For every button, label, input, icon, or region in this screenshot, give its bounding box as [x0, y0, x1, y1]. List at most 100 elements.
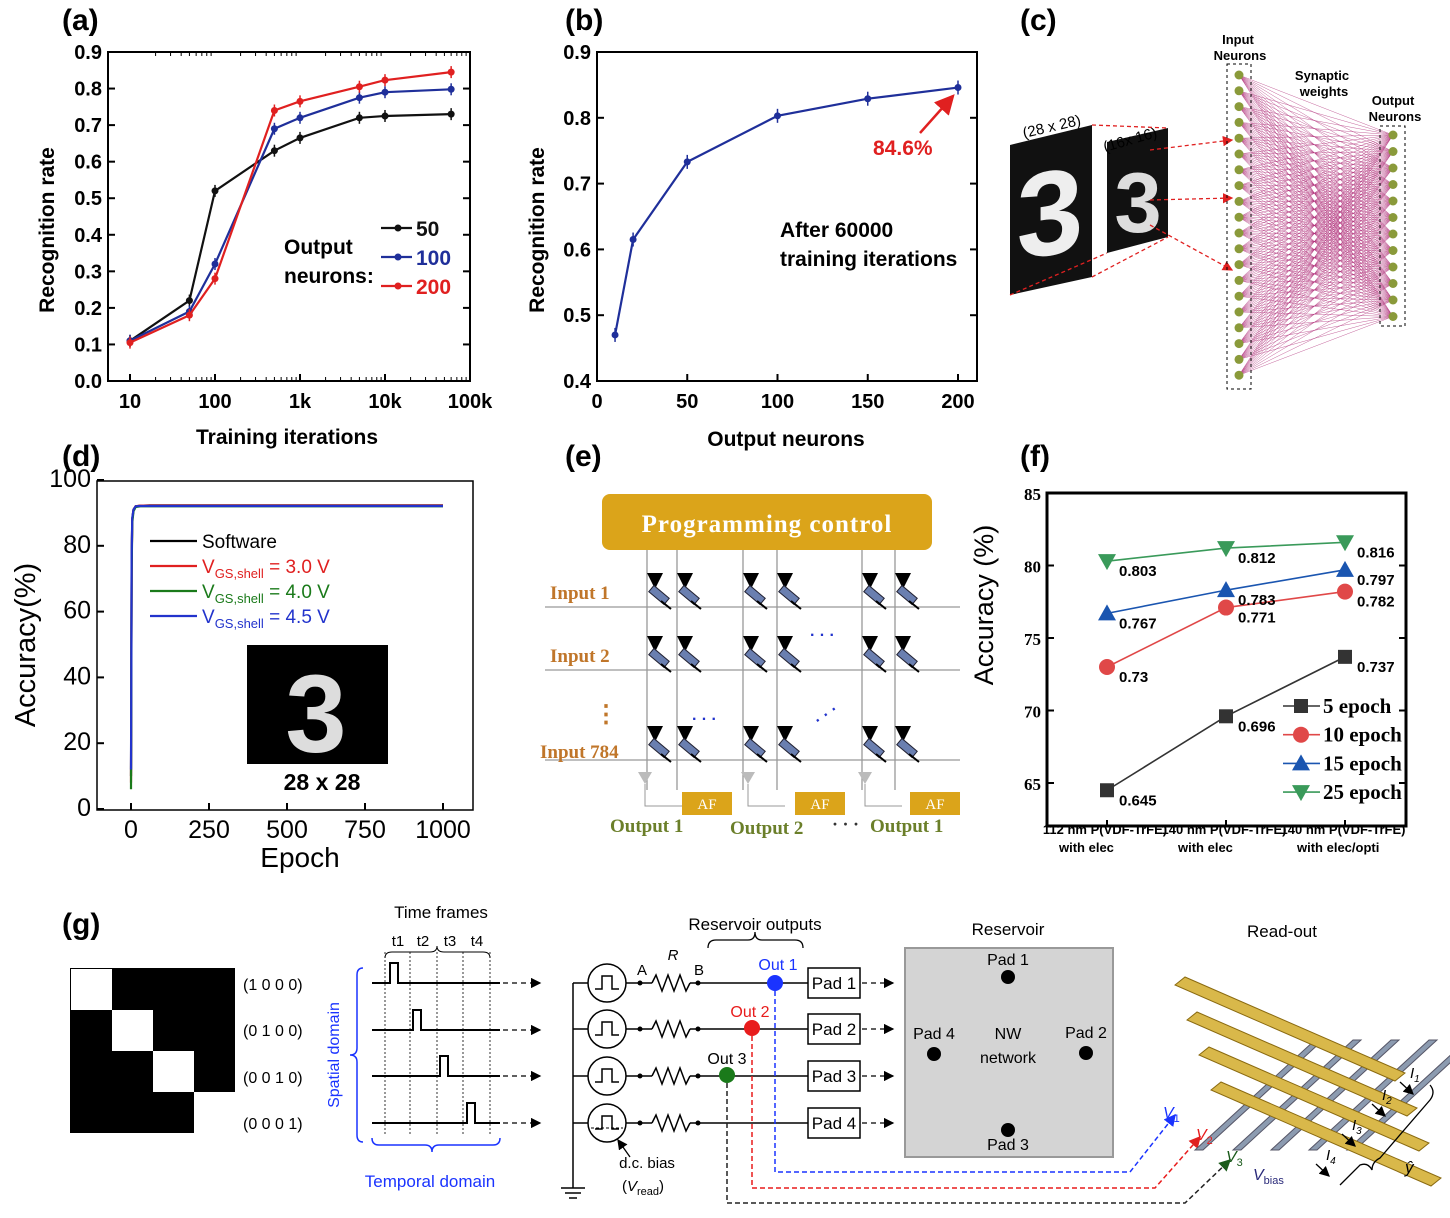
input-neuron [1234, 133, 1244, 143]
y-tick-label: 65 [1024, 775, 1041, 794]
device-lead [660, 600, 672, 610]
data-point-100 [270, 125, 278, 133]
synapse-line [1238, 167, 1394, 171]
v-read-main: V [627, 1178, 639, 1195]
node-a-dot [637, 1120, 643, 1126]
i-label-4: I4 [1326, 1147, 1336, 1167]
input-neurons-label-1: Input [1222, 32, 1254, 47]
data-point [864, 95, 872, 103]
synapse-line [1238, 201, 1394, 268]
data-point-50 [355, 114, 363, 122]
category-label-line1: 140 nm P(VDF-TrFE) [1281, 822, 1406, 837]
synapse-line [1238, 266, 1394, 360]
y-tick-label: 70 [1024, 703, 1041, 722]
y-tick-label: 0.2 [74, 298, 102, 320]
input-neurons-box [1226, 63, 1252, 390]
device-lead [875, 753, 887, 763]
input-neuron [1234, 228, 1244, 238]
synapse-line [1238, 169, 1394, 185]
data-point [1217, 541, 1235, 558]
synapse-line [1238, 232, 1394, 235]
legend-label-2: 15 epoch [1323, 751, 1402, 775]
data-label: 0.73 [1119, 669, 1148, 686]
synapse-line [1238, 134, 1394, 139]
synapse-line [1238, 184, 1394, 250]
synapse-line [1238, 217, 1394, 265]
synapse-line [1238, 134, 1394, 202]
current-arrow [1315, 1163, 1330, 1177]
legend-marker-0 [1294, 699, 1308, 713]
synapse-line [1238, 233, 1394, 281]
synapse-line [1238, 134, 1394, 313]
matrix-cell-3 [153, 1051, 194, 1092]
input-neuron [1234, 102, 1244, 112]
synapse-line [1238, 169, 1394, 284]
synapse-line [1238, 232, 1394, 251]
data-point-100 [381, 88, 389, 96]
input-neuron [1234, 165, 1244, 175]
output-neuron [1388, 246, 1398, 255]
synapse-line [1238, 217, 1394, 376]
i-main: I [1352, 1117, 1356, 1134]
y-tick-label: 60 [63, 597, 91, 625]
output-label-1: Output 1 [610, 816, 683, 837]
data-label: 0.797 [1357, 572, 1395, 589]
nw-network-label-2: network [980, 1050, 1037, 1067]
x-tick-label: 0 [124, 816, 138, 844]
y-tick-label: 0.7 [74, 115, 102, 137]
programming-control-box [602, 494, 932, 550]
pulse-source-icon [587, 1009, 627, 1049]
data-point [774, 112, 781, 120]
data-label: 0.645 [1119, 792, 1157, 809]
synapse-line [1238, 283, 1394, 376]
synapse-line [1238, 283, 1394, 329]
synapse-line [1238, 185, 1394, 317]
af-box [682, 792, 732, 815]
synapse-line [1238, 184, 1394, 186]
legend-marker-3 [1292, 785, 1310, 802]
y-tick-label: 0.4 [74, 225, 103, 247]
legend-label-sub: GS,shell [215, 616, 264, 631]
data-label: 0.696 [1238, 718, 1276, 735]
synapse-line [1238, 233, 1394, 329]
x-tick-label: 10k [368, 391, 402, 413]
v-label-3: V3 [1226, 1149, 1243, 1169]
y-tick-label: 0.6 [74, 152, 102, 174]
synapse-line [1238, 201, 1394, 218]
synapse-line [1238, 122, 1394, 268]
memristor-device [678, 647, 700, 669]
synapse-line [1238, 153, 1394, 251]
synapse-line [1238, 153, 1394, 185]
data-point-200 [355, 83, 363, 91]
input-label-2: Input 2 [550, 646, 610, 667]
synapse-line [1238, 137, 1394, 202]
x-tick-label: 200 [941, 391, 974, 413]
synapse-line [1238, 232, 1394, 268]
y-axis-title: Accuracy (%) [969, 525, 999, 686]
y-tick-label: 75 [1024, 630, 1041, 649]
y-tick-label: 0.3 [74, 261, 102, 283]
legend-label-main: V [202, 607, 215, 628]
data-point-200 [296, 97, 304, 105]
input-neuron [1234, 339, 1244, 349]
pulse-glyph [595, 1021, 619, 1036]
input-image-16x16 [1107, 128, 1168, 253]
synapse-line [1238, 217, 1394, 313]
note-line2: training iterations [780, 248, 957, 271]
inset-digit-image [247, 645, 388, 764]
synapse-line [1238, 169, 1394, 268]
synapse-line [1238, 167, 1394, 376]
sense-amp-triangle [858, 772, 872, 784]
legend-label-0: Software [202, 532, 277, 553]
data-point [683, 158, 691, 166]
synapse-line [1238, 122, 1394, 235]
out-3-dot [719, 1067, 735, 1083]
synapse-line [1238, 316, 1394, 344]
series-line-100 [129, 88, 452, 342]
out-1-label: Out 1 [758, 957, 797, 974]
synapse-line [1238, 217, 1394, 250]
legend-marker-2 [1292, 754, 1310, 771]
legend-marker-200 [394, 282, 402, 290]
synapse-line [1238, 106, 1394, 251]
legend-label-3: 25 epoch [1323, 780, 1402, 804]
